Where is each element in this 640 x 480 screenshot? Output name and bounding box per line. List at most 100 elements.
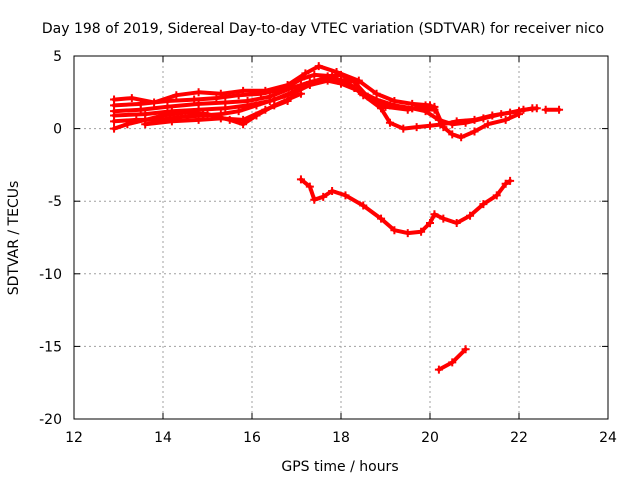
chart-title: Day 198 of 2019, Sidereal Day-to-day VTE… (42, 21, 604, 37)
data-point (461, 345, 470, 354)
data-point (350, 78, 359, 87)
data-point (110, 117, 119, 126)
series-track-9 (296, 175, 515, 238)
data-point (190, 95, 199, 104)
data-point (399, 124, 408, 133)
data-point (497, 110, 506, 119)
data-point (470, 127, 479, 136)
data-point (323, 72, 332, 81)
data-series (110, 62, 564, 374)
data-point (426, 121, 434, 130)
data-point (461, 118, 470, 127)
data-point (127, 94, 136, 103)
data-point (110, 124, 119, 133)
data-point (412, 123, 421, 132)
data-point (163, 102, 172, 111)
data-point (314, 62, 323, 71)
data-point (359, 201, 368, 210)
data-point (234, 91, 243, 100)
data-point (203, 110, 212, 119)
y-axis-label: SDTVAR / TECUs (6, 181, 22, 296)
data-point (555, 105, 564, 114)
data-point (501, 179, 510, 188)
data-point (310, 195, 319, 204)
data-point (430, 102, 439, 111)
data-point (541, 105, 550, 114)
data-point (363, 92, 372, 101)
data-point (403, 105, 412, 114)
data-point (448, 358, 457, 367)
data-point (515, 110, 523, 119)
y-tick-label: -20 (39, 412, 62, 428)
x-tick-label: 20 (421, 430, 439, 446)
data-point (305, 182, 314, 191)
data-point (252, 101, 261, 110)
data-point (439, 123, 448, 132)
y-tick-label: -5 (48, 194, 62, 210)
data-point (430, 210, 439, 219)
x-tick-labels: 12 14 16 18 20 22 24 (65, 430, 617, 446)
data-point (479, 200, 488, 209)
x-tick-label: 24 (599, 430, 617, 446)
data-point (337, 70, 345, 79)
y-tick-label: 0 (53, 122, 62, 138)
x-tick-label: 22 (510, 430, 528, 446)
x-tick-label: 12 (65, 430, 83, 446)
data-point (296, 75, 305, 84)
data-point (506, 176, 515, 185)
x-axis-label: GPS time / hours (281, 459, 398, 475)
data-point (194, 115, 203, 124)
data-point (296, 89, 305, 98)
data-point (354, 76, 363, 85)
data-point (212, 94, 221, 103)
y-tick-label: -10 (39, 267, 62, 283)
data-point (221, 104, 230, 113)
data-point (439, 214, 448, 223)
data-point (390, 226, 399, 235)
data-point (426, 218, 434, 227)
data-point (377, 214, 386, 223)
data-point (296, 175, 305, 184)
data-point (448, 130, 457, 139)
series-track-8 (541, 105, 564, 114)
y-tick-label: -15 (39, 339, 62, 355)
data-point (141, 120, 150, 129)
data-point (261, 105, 270, 114)
axis-ticks (73, 55, 609, 420)
data-point (457, 133, 466, 142)
data-point (305, 79, 314, 88)
series-track-10 (434, 345, 470, 374)
series-line (299, 177, 513, 236)
data-point (492, 191, 501, 200)
data-point (528, 104, 537, 113)
data-point (448, 120, 457, 129)
series-track-7 (141, 97, 292, 129)
data-point (159, 111, 167, 120)
data-point (341, 191, 350, 200)
data-point (417, 227, 426, 236)
data-point (421, 101, 430, 110)
data-point (337, 79, 345, 88)
y-tick-labels: 5 0 -5 -10 -15 -20 (39, 49, 62, 428)
data-point (385, 118, 394, 127)
data-point (283, 97, 292, 106)
data-point (216, 114, 225, 123)
data-point (234, 107, 243, 116)
data-point (310, 70, 319, 79)
data-point (181, 108, 190, 117)
x-tick-label: 14 (154, 430, 172, 446)
data-point (479, 114, 488, 123)
data-point (434, 365, 443, 374)
data-point (172, 91, 181, 100)
x-tick-label: 18 (332, 430, 350, 446)
data-point (403, 229, 412, 238)
x-tick-label: 16 (243, 430, 261, 446)
data-point (381, 102, 390, 111)
data-point (328, 187, 337, 196)
data-point (123, 120, 132, 129)
data-point (194, 88, 203, 97)
data-point (319, 192, 328, 201)
y-tick-label: 5 (53, 49, 62, 65)
data-point (288, 88, 297, 97)
